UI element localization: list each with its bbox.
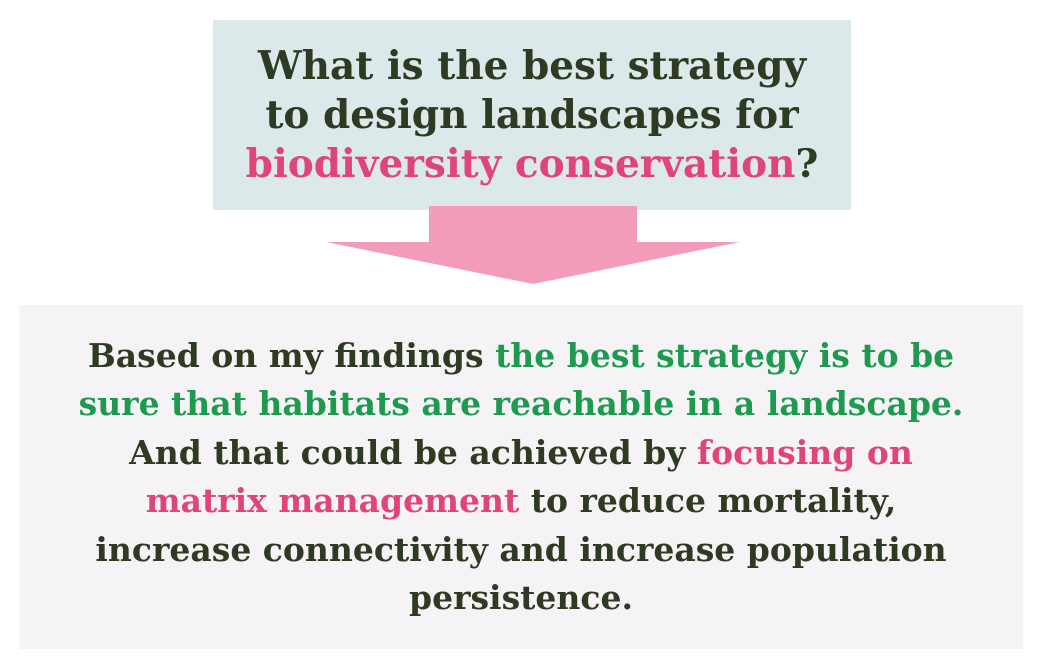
question-text: What is the best strategy to design land… [232, 42, 832, 189]
answer-box: Based on my findings the best strategy i… [19, 305, 1023, 649]
question-line-1: What is the best strategy [257, 42, 807, 89]
down-arrow-icon [326, 206, 740, 284]
answer-text: Based on my findings the best strategy i… [71, 332, 971, 623]
question-line-2: to design landscapes for [265, 91, 799, 138]
answer-green-highlight: the best strategy is to be sure that hab… [78, 335, 964, 424]
question-box: What is the best strategy to design land… [213, 20, 851, 210]
answer-intro: Based on my findings [87, 335, 496, 375]
answer-pink-highlight: focusing on matrix management [145, 432, 913, 521]
answer-conclusion: to reduce mortality, increase connectivi… [95, 481, 947, 617]
question-mark: ? [795, 140, 819, 187]
question-highlight: biodiversity conservation [245, 140, 796, 187]
down-arrow-shape [326, 206, 740, 284]
answer-middle: And that could be achieved by [129, 432, 697, 472]
